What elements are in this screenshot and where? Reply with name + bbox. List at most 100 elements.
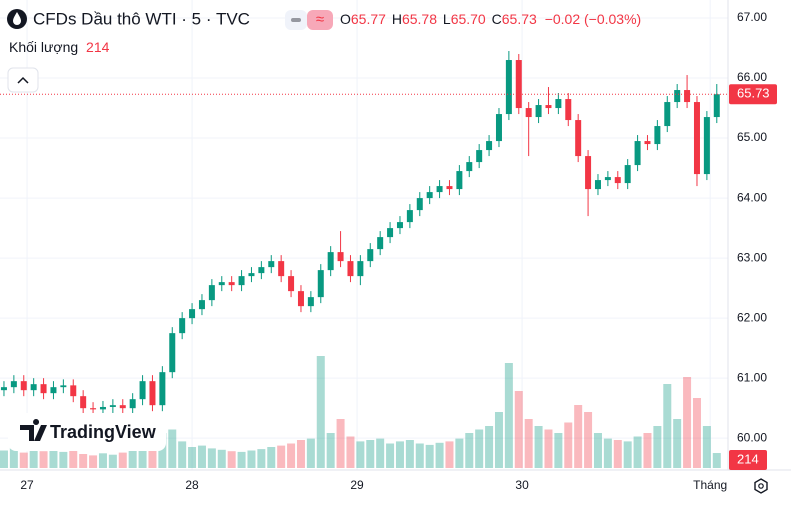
volume-bar bbox=[207, 448, 216, 468]
volume-bar bbox=[138, 440, 147, 468]
volume-bar bbox=[386, 443, 395, 468]
collapse-button[interactable] bbox=[7, 67, 39, 93]
y-tick-label: 60.00 bbox=[737, 430, 767, 444]
logo-bg bbox=[8, 413, 166, 451]
candle-body bbox=[703, 117, 710, 175]
candle-body bbox=[674, 90, 681, 103]
candle-body bbox=[654, 126, 661, 145]
candle-body bbox=[525, 108, 532, 118]
volume-bar bbox=[59, 451, 68, 468]
compare-icon: ≈ bbox=[316, 11, 324, 28]
volume-bar bbox=[395, 441, 404, 468]
ohlc-value: 65.78 bbox=[402, 11, 437, 27]
volume-bar bbox=[425, 444, 434, 468]
candle-body bbox=[50, 387, 57, 394]
candle-body bbox=[169, 333, 176, 373]
candle-body bbox=[604, 177, 611, 181]
candle-body bbox=[466, 162, 473, 172]
candle-body bbox=[594, 180, 601, 190]
candle-body bbox=[70, 385, 77, 397]
collapse-icon bbox=[17, 76, 29, 84]
volume-bar bbox=[69, 443, 78, 468]
y-tick-label: 66.00 bbox=[737, 70, 767, 84]
candle-body bbox=[189, 309, 196, 319]
candle-body bbox=[416, 198, 423, 211]
candle-body bbox=[179, 318, 186, 334]
ohlc-value: 65.73 bbox=[502, 11, 537, 27]
volume-bar bbox=[623, 441, 632, 468]
candle-body bbox=[436, 186, 443, 193]
candle-body bbox=[99, 406, 106, 410]
candle-body bbox=[337, 252, 344, 262]
volume-bar bbox=[435, 442, 444, 468]
candle-body bbox=[456, 171, 463, 190]
volume-bar bbox=[39, 451, 48, 468]
volume-bar bbox=[593, 433, 602, 468]
x-tick-label: 29 bbox=[350, 478, 364, 492]
volume-bar bbox=[514, 391, 523, 468]
candle-body bbox=[575, 120, 582, 157]
volume-bar bbox=[465, 433, 474, 468]
volume-bar bbox=[504, 363, 513, 468]
candle-body bbox=[228, 282, 235, 286]
volume-bar bbox=[683, 377, 692, 468]
candle-body bbox=[40, 384, 47, 394]
volume-bar bbox=[544, 429, 553, 468]
volume-bar bbox=[29, 448, 38, 468]
volume-bar bbox=[277, 445, 286, 468]
candle-body bbox=[218, 282, 225, 286]
volume-bar bbox=[643, 433, 652, 468]
volume-bar bbox=[257, 449, 266, 468]
y-tick-label: 64.00 bbox=[737, 190, 767, 204]
candle-body bbox=[317, 270, 324, 298]
candle-body bbox=[713, 94, 720, 118]
ohlc-key: L bbox=[443, 11, 451, 27]
ohlc-value: 65.70 bbox=[451, 11, 486, 27]
volume-legend: Khối lượng 214 bbox=[9, 39, 110, 55]
volume-bar bbox=[445, 441, 454, 468]
candles bbox=[0, 51, 720, 416]
volume-bar bbox=[19, 452, 28, 468]
candle-body bbox=[278, 261, 285, 277]
volume-bar bbox=[712, 453, 721, 468]
volume-bar bbox=[633, 436, 642, 468]
candle-body bbox=[634, 141, 641, 166]
volume-bar bbox=[613, 440, 622, 468]
candle-body bbox=[159, 372, 166, 406]
logo-text: TradingView bbox=[50, 422, 157, 442]
volume-bar bbox=[158, 433, 167, 468]
candle-body bbox=[307, 297, 314, 307]
candle-body bbox=[614, 177, 621, 184]
candle-body bbox=[288, 276, 295, 292]
y-tick-label: 67.00 bbox=[737, 10, 767, 24]
candle-body bbox=[486, 141, 493, 151]
candle-body bbox=[535, 105, 542, 118]
volume-bar bbox=[306, 438, 315, 468]
candle-body bbox=[644, 141, 651, 145]
volume-bar bbox=[405, 440, 414, 468]
volume-axis-label: 214 bbox=[737, 451, 759, 466]
symbol-title: CFDs Dầu thô WTI · 5 · TVC bbox=[33, 9, 250, 28]
volume-bar bbox=[574, 405, 583, 468]
volume-bar bbox=[89, 455, 98, 468]
volume-bar bbox=[584, 412, 593, 468]
last-price-box bbox=[729, 84, 777, 105]
volume-bar bbox=[603, 438, 612, 468]
volume-bar bbox=[128, 449, 137, 468]
candle-body bbox=[387, 228, 394, 238]
candle-body bbox=[208, 285, 215, 301]
oil-drop bbox=[13, 12, 21, 25]
x-tick-label: 27 bbox=[20, 478, 34, 492]
volume-box bbox=[729, 450, 767, 470]
x-tick-label: Tháng bbox=[693, 478, 727, 492]
candle-body bbox=[149, 381, 156, 406]
volume-bar bbox=[49, 449, 58, 468]
volume-bar bbox=[296, 440, 305, 468]
volume-bar bbox=[356, 441, 365, 468]
volume-bar bbox=[673, 419, 682, 468]
settings-button[interactable] bbox=[754, 478, 768, 494]
candle-body bbox=[545, 105, 552, 109]
compare-button[interactable] bbox=[307, 10, 333, 30]
volume-bar bbox=[267, 447, 276, 468]
candle-body bbox=[446, 186, 453, 190]
